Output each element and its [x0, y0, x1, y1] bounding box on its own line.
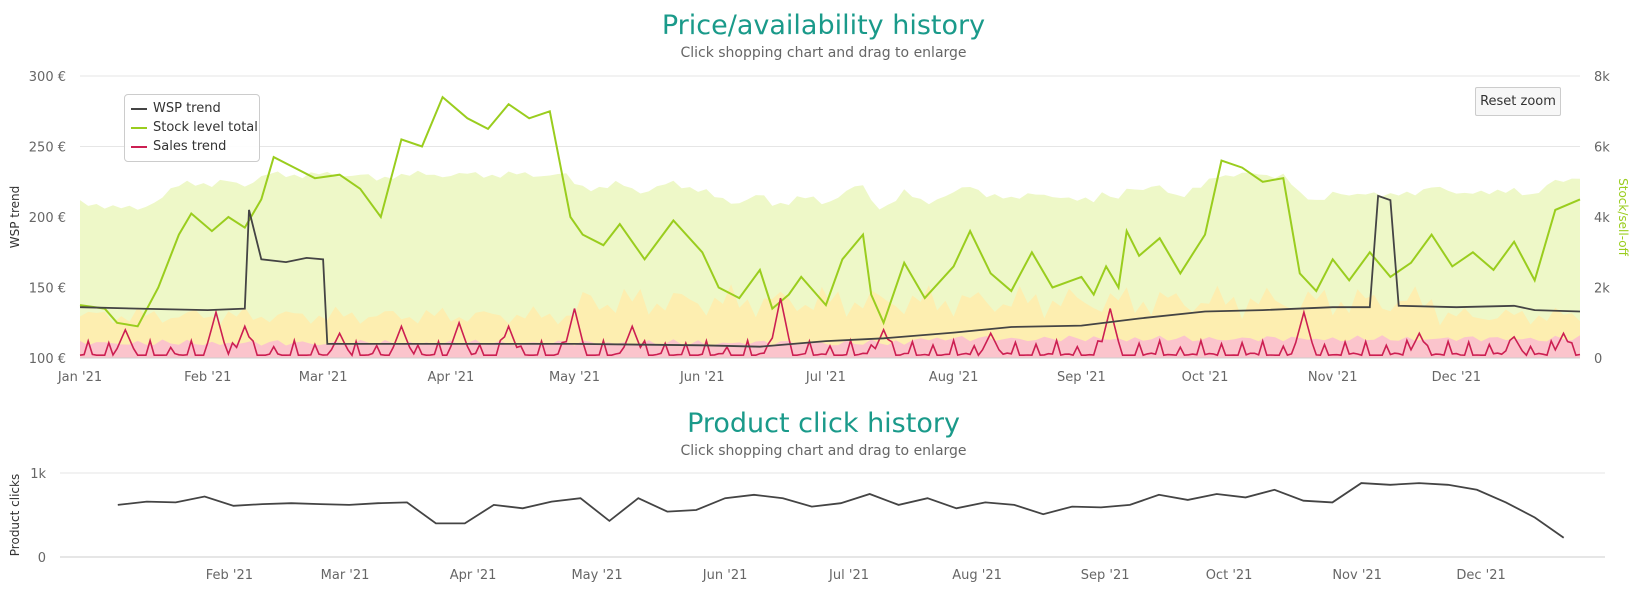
chart1-x-tick-label: Jun '21	[679, 370, 725, 385]
chart2-title: Product click history	[687, 408, 960, 439]
legend-swatch-sales-trend	[131, 146, 147, 148]
legend-swatch-stock-level	[131, 127, 147, 129]
chart1-x-tick-label: Apr '21	[428, 370, 475, 385]
legend-label: Sales trend	[153, 139, 227, 154]
chart1-y-right-tick-label: 2k	[1594, 282, 1610, 297]
chart2-x-tick-label: Dec '21	[1456, 568, 1505, 583]
chart2-y-tick-label: 1k	[30, 467, 46, 482]
chart1-title: Price/availability history	[661, 10, 986, 41]
legend-label: Stock level total	[153, 120, 258, 135]
chart2-x-tick-label: Feb '21	[206, 568, 253, 583]
chart2-x-tick-label: Jun '21	[702, 568, 748, 583]
chart2-subtitle: Click shopping chart and drag to enlarge	[680, 443, 967, 459]
legend-item-sales-trend[interactable]: Sales trend	[125, 137, 259, 156]
chart2-x-tick-label: Apr '21	[450, 568, 497, 583]
chart1-y-right-axis-title: Stock/sell-off	[1616, 178, 1630, 256]
chart2-x-tick-label: Aug '21	[952, 568, 1002, 583]
chart1-y-left-tick-label: 150 €	[29, 282, 66, 297]
chart2-x-tick-label: Mar '21	[321, 568, 370, 583]
chart1-x-tick-label: Mar '21	[299, 370, 348, 385]
chart2-x-tick-label: May '21	[571, 568, 622, 583]
chart1-y-left-tick-label: 200 €	[29, 211, 66, 226]
series-line-wsp-trend	[79, 194, 1581, 348]
chart1-x-tick-label: Nov '21	[1308, 370, 1358, 385]
chart1-x-tick-label: Dec '21	[1432, 370, 1481, 385]
chart1-x-tick-label: Jan '21	[57, 370, 102, 385]
chart2-y-tick-label: 0	[38, 551, 46, 566]
legend-swatch-wsp-trend	[131, 108, 147, 110]
series-line-product-clicks	[117, 482, 1565, 539]
chart1-x-tick-label: Oct '21	[1182, 370, 1229, 385]
legend-item-wsp-trend[interactable]: WSP trend	[125, 99, 259, 118]
chart2-x-tick-label: Jul '21	[828, 568, 869, 583]
chart2-x-tick-label: Sep '21	[1081, 568, 1130, 583]
chart2-y-axis-title: Product clicks	[8, 474, 22, 556]
chart1-y-right-tick-label: 6k	[1594, 141, 1610, 156]
chart2-x-tick-label: Oct '21	[1206, 568, 1253, 583]
chart1-y-left-tick-label: 100 €	[29, 352, 66, 367]
chart1-y-left-tick-label: 250 €	[29, 141, 66, 156]
chart1-y-right-tick-label: 4k	[1594, 211, 1610, 226]
reset-zoom-button[interactable]: Reset zoom	[1475, 87, 1561, 116]
chart1-y-left-axis-title: WSP trend	[8, 186, 22, 249]
chart1-x-tick-label: Sep '21	[1057, 370, 1106, 385]
chart1-subtitle: Click shopping chart and drag to enlarge	[680, 45, 967, 61]
chart1-x-tick-label: May '21	[549, 370, 600, 385]
series-line-sales-trend	[79, 297, 1581, 357]
chart1-y-right-tick-label: 0	[1594, 352, 1602, 367]
chart2-x-tick-label: Nov '21	[1332, 568, 1382, 583]
legend-item-stock-level[interactable]: Stock level total	[125, 118, 259, 137]
chart1-x-tick-label: Jul '21	[805, 370, 846, 385]
series-line-stock-level-total	[79, 95, 1581, 328]
chart1-x-tick-label: Feb '21	[184, 370, 231, 385]
chart1-y-right-tick-label: 8k	[1594, 70, 1610, 85]
chart1-x-tick-label: Aug '21	[929, 370, 979, 385]
chart1-legend: WSP trend Stock level total Sales trend	[124, 94, 260, 162]
legend-label: WSP trend	[153, 101, 221, 116]
chart1-y-left-tick-label: 300 €	[29, 70, 66, 85]
